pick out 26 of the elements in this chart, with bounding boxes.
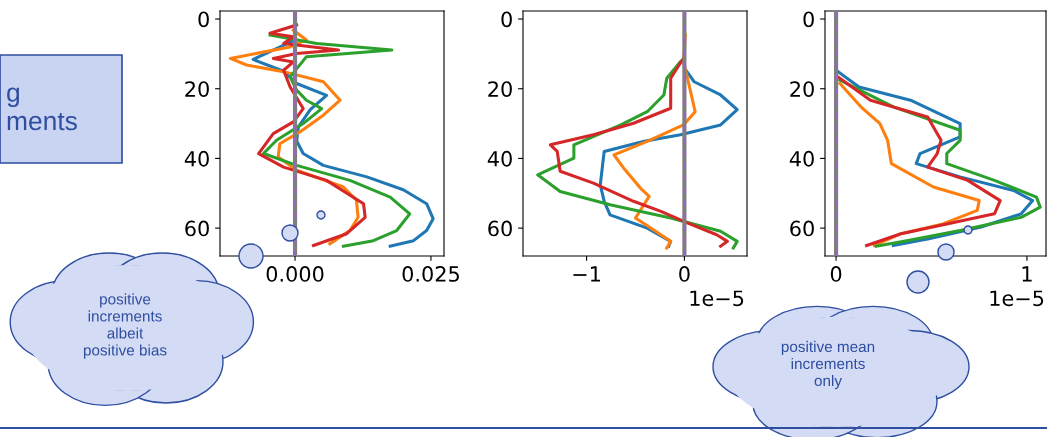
y-tick-label: 40 xyxy=(487,150,512,167)
y-tick-label: 40 xyxy=(789,150,814,167)
text: positive increments albeit positive bias xyxy=(83,293,167,359)
y-tick-label: 60 xyxy=(185,220,209,237)
y-tick-label: 0 xyxy=(803,11,814,28)
text: g ments xyxy=(7,87,77,131)
y-tick-label: 0 xyxy=(198,11,209,28)
y-tick-label: 60 xyxy=(488,220,512,237)
text: positive mean increments only xyxy=(781,340,875,390)
x-tick-label: −1 xyxy=(573,266,601,282)
line-series xyxy=(261,33,412,248)
y-tick-label: 40 xyxy=(184,150,209,167)
y-tick-label: 20 xyxy=(488,81,512,97)
text: 1e−5 xyxy=(690,290,744,307)
y-tick-label: 20 xyxy=(790,81,814,97)
line-series xyxy=(257,23,367,248)
x-tick-label: 0.000 xyxy=(266,266,324,282)
x-tick-label: 1 xyxy=(1022,266,1032,282)
y-tick-label: 20 xyxy=(185,81,209,97)
y-tick-label: 60 xyxy=(790,220,814,237)
line-series xyxy=(836,75,1002,248)
x-tick-label: 0 xyxy=(830,266,842,282)
x-tick-label: 0.025 xyxy=(402,266,459,282)
y-tick-label: 0 xyxy=(501,11,512,28)
x-tick-label: 0 xyxy=(679,266,690,282)
text: 1e−5 xyxy=(990,290,1044,307)
